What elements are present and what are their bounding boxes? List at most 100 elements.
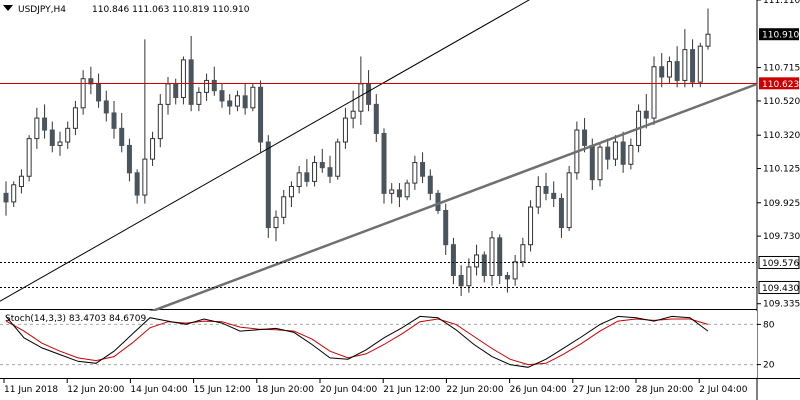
y-tick-label: 110.520	[763, 97, 800, 107]
bull-candle-body	[165, 83, 171, 105]
bull-candle-body	[520, 244, 526, 263]
stoch-label: Stoch(14,3,3) 83.4703 84.6709	[5, 314, 146, 324]
bull-candle-body	[335, 141, 341, 177]
bull-candle-body	[612, 141, 618, 160]
bull-candle-body	[466, 266, 472, 287]
bear-candle-body	[605, 146, 611, 160]
bear-candle-body	[558, 197, 564, 229]
bull-candle-body	[474, 254, 480, 268]
bear-candle-body	[420, 162, 426, 177]
time-axis[interactable]: 11 Jun 2018 12 Jun 20:00 14 Jun 04:00 15 Ju…	[3, 379, 748, 395]
candle	[227, 94, 233, 115]
stochastic-pane[interactable]: Stoch(14,3,3) 83.4703 84.6709	[0, 311, 757, 378]
bull-candle-body	[180, 59, 186, 99]
bear-candle-body	[49, 129, 55, 146]
candle	[504, 272, 510, 293]
bull-candle-body	[628, 144, 634, 165]
candle	[250, 83, 256, 112]
candle	[674, 46, 680, 88]
current-price-badge-label: 110.910	[762, 31, 799, 41]
bull-candle-body	[26, 138, 32, 177]
bull-candle-body	[150, 138, 156, 160]
bull-candle-body	[312, 162, 318, 182]
candle	[543, 172, 549, 201]
candle	[690, 39, 696, 88]
candle	[666, 56, 672, 84]
stoch-lines	[0, 315, 757, 368]
x-tick-label: 14 Jun 04:00	[130, 385, 187, 395]
candle	[335, 138, 341, 180]
bull-candle-body	[18, 175, 24, 188]
bear-candle-body	[173, 83, 179, 99]
candle	[373, 94, 379, 143]
price-levels	[0, 83, 757, 288]
bear-candle-body	[589, 144, 595, 181]
bear-candle-body	[690, 49, 696, 83]
bull-candle-body	[705, 33, 711, 47]
bear-candle-body	[119, 127, 125, 146]
candle	[103, 90, 109, 122]
bull-candle-body	[157, 103, 163, 140]
bear-candle-body	[103, 100, 109, 114]
level-badge: 109.430	[758, 280, 800, 294]
bear-candle-body	[366, 83, 372, 105]
candle	[597, 142, 603, 187]
candle	[134, 169, 140, 204]
candle	[420, 152, 426, 184]
current-price-badge-bg	[759, 28, 799, 41]
candle	[49, 121, 55, 153]
bull-candle-body	[597, 146, 603, 181]
dropdown-triangle-icon[interactable]	[3, 5, 13, 11]
chart-header: USDJPY,H4 110.846 111.063 110.819 110.91…	[3, 5, 250, 15]
candle	[11, 181, 17, 208]
current-price-badge: 110.910	[759, 28, 799, 41]
bull-candle-body	[65, 127, 71, 143]
bear-candle-body	[504, 274, 510, 280]
candle	[119, 112, 125, 153]
resistance-badge-label: 110.623	[762, 80, 799, 90]
bull-candle-body	[80, 78, 86, 109]
bull-candle-body	[404, 182, 410, 198]
bull-candle-body	[11, 184, 17, 203]
bear-candle-body	[674, 61, 680, 81]
candles	[3, 8, 711, 297]
bear-candle-body	[620, 141, 626, 165]
bear-candle-body	[265, 141, 271, 229]
bear-candle-body	[42, 117, 48, 131]
candle	[242, 83, 248, 115]
bull-candle-body	[666, 61, 672, 78]
bear-candle-body	[96, 83, 102, 102]
resistance-badge: 110.623	[759, 77, 799, 90]
bull-candle-body	[234, 95, 240, 107]
bear-candle-body	[427, 175, 433, 194]
candle	[188, 35, 194, 112]
candle	[219, 83, 225, 108]
candle	[443, 203, 449, 255]
bull-candle-body	[412, 162, 418, 184]
candle	[72, 100, 78, 136]
upper-trendline[interactable]	[0, 0, 757, 304]
candle	[620, 131, 626, 173]
candle	[258, 80, 264, 153]
candle	[412, 155, 418, 190]
candle	[288, 181, 294, 208]
stoch-signal-line	[5, 318, 709, 366]
bear-candle-body	[327, 167, 333, 177]
candle	[497, 234, 503, 285]
bear-candle-body	[126, 144, 132, 174]
x-tick-label: 11 Jun 2018	[4, 385, 58, 395]
bear-candle-body	[458, 274, 464, 287]
bull-candle-body	[72, 107, 78, 129]
y-tick-label: 109.730	[763, 232, 800, 242]
bear-candle-body	[219, 90, 225, 102]
candle	[42, 104, 48, 139]
x-tick-label: 28 Jun 20:00	[636, 385, 693, 395]
bear-candle-body	[497, 237, 503, 276]
price-axis[interactable]: 111.110 110.715 110.520 110.320 110.125 109.9…	[757, 0, 800, 371]
bear-candle-body	[543, 186, 549, 194]
bear-candle-body	[111, 112, 117, 129]
candle	[458, 265, 464, 297]
candle	[57, 131, 63, 156]
candle	[427, 169, 433, 201]
